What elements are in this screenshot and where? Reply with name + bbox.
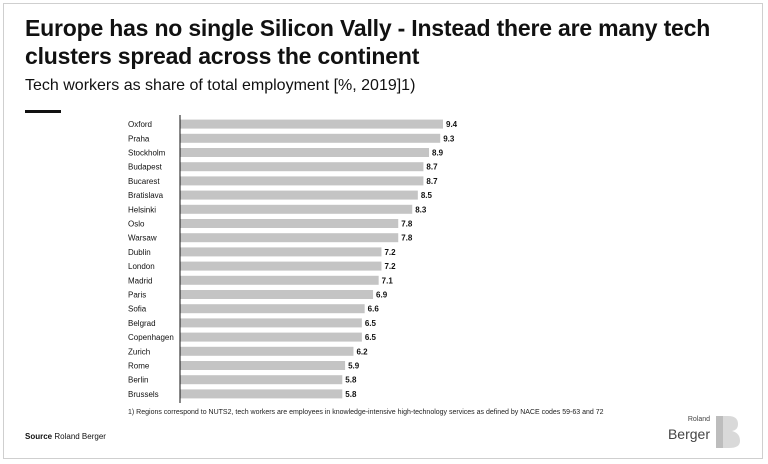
category-label: Oxford <box>128 120 152 129</box>
bar <box>180 375 343 385</box>
chart-subtitle: Tech workers as share of total employmen… <box>25 77 416 94</box>
category-label: Rome <box>128 362 150 371</box>
bar <box>180 162 424 172</box>
value-label: 5.9 <box>348 362 360 371</box>
category-label: Praha <box>128 134 150 143</box>
bar <box>180 190 418 200</box>
bar <box>180 304 365 314</box>
value-label: 7.8 <box>401 234 413 243</box>
roland-berger-logo: Roland Berger <box>667 412 746 452</box>
category-label: Budapest <box>128 163 163 172</box>
value-label: 6.6 <box>368 305 380 314</box>
category-label: Zurich <box>128 347 150 356</box>
bar <box>180 332 362 342</box>
category-label: Stockholm <box>128 149 166 158</box>
source-note: Source Roland Berger <box>25 432 106 441</box>
category-label: Bucarest <box>128 177 160 186</box>
bar <box>180 204 413 214</box>
value-label: 8.7 <box>426 163 438 172</box>
value-label: 9.4 <box>446 120 458 129</box>
category-label: Berlin <box>128 376 148 385</box>
value-label: 7.8 <box>401 220 413 229</box>
logo-text-small: Roland <box>687 416 710 423</box>
value-label: 5.8 <box>345 376 357 385</box>
value-label: 5.8 <box>345 390 357 399</box>
roland-berger-b-logo-icon <box>716 416 740 448</box>
value-label: 6.2 <box>356 347 368 356</box>
bar <box>180 219 399 228</box>
category-label: London <box>128 262 155 271</box>
source-label: Source <box>25 432 53 441</box>
category-label: Madrid <box>128 276 152 285</box>
category-label: Oslo <box>128 220 145 229</box>
value-label: 8.5 <box>421 191 433 200</box>
category-label: Paris <box>128 291 146 300</box>
bar <box>180 346 354 356</box>
bar <box>180 119 443 129</box>
category-label: Belgrad <box>128 319 156 328</box>
source-value: Roland Berger <box>54 432 106 441</box>
bar <box>180 233 399 243</box>
title-underline <box>25 110 61 113</box>
footnote: 1) Regions correspond to NUTS2, tech wor… <box>128 409 604 416</box>
bar <box>180 389 343 399</box>
category-label: Copenhagen <box>128 333 174 342</box>
bar <box>180 176 424 186</box>
bar <box>180 290 374 299</box>
bar <box>180 247 382 257</box>
bar <box>180 275 379 285</box>
bar <box>180 361 346 370</box>
value-label: 7.1 <box>382 276 394 285</box>
chart-title: Europe has no single Silicon Vally - Ins… <box>25 15 711 69</box>
category-label: Brussels <box>128 390 159 399</box>
value-label: 8.3 <box>415 205 427 214</box>
category-label: Sofia <box>128 305 147 314</box>
value-label: 7.2 <box>384 248 396 257</box>
chart-frame <box>3 3 763 459</box>
bar <box>180 133 441 143</box>
bar <box>180 261 382 271</box>
bar <box>180 148 430 157</box>
value-label: 9.3 <box>443 134 455 143</box>
category-label: Dublin <box>128 248 151 257</box>
bar <box>180 318 362 328</box>
value-label: 6.5 <box>365 319 377 328</box>
logo-text-big: Berger <box>667 426 710 442</box>
value-label: 7.2 <box>384 262 396 271</box>
category-label: Helsinki <box>128 205 156 214</box>
value-label: 8.9 <box>432 149 444 158</box>
category-label: Bratislava <box>128 191 164 200</box>
value-label: 6.9 <box>376 291 388 300</box>
value-label: 6.5 <box>365 333 377 342</box>
value-label: 8.7 <box>426 177 438 186</box>
category-label: Warsaw <box>128 234 157 243</box>
